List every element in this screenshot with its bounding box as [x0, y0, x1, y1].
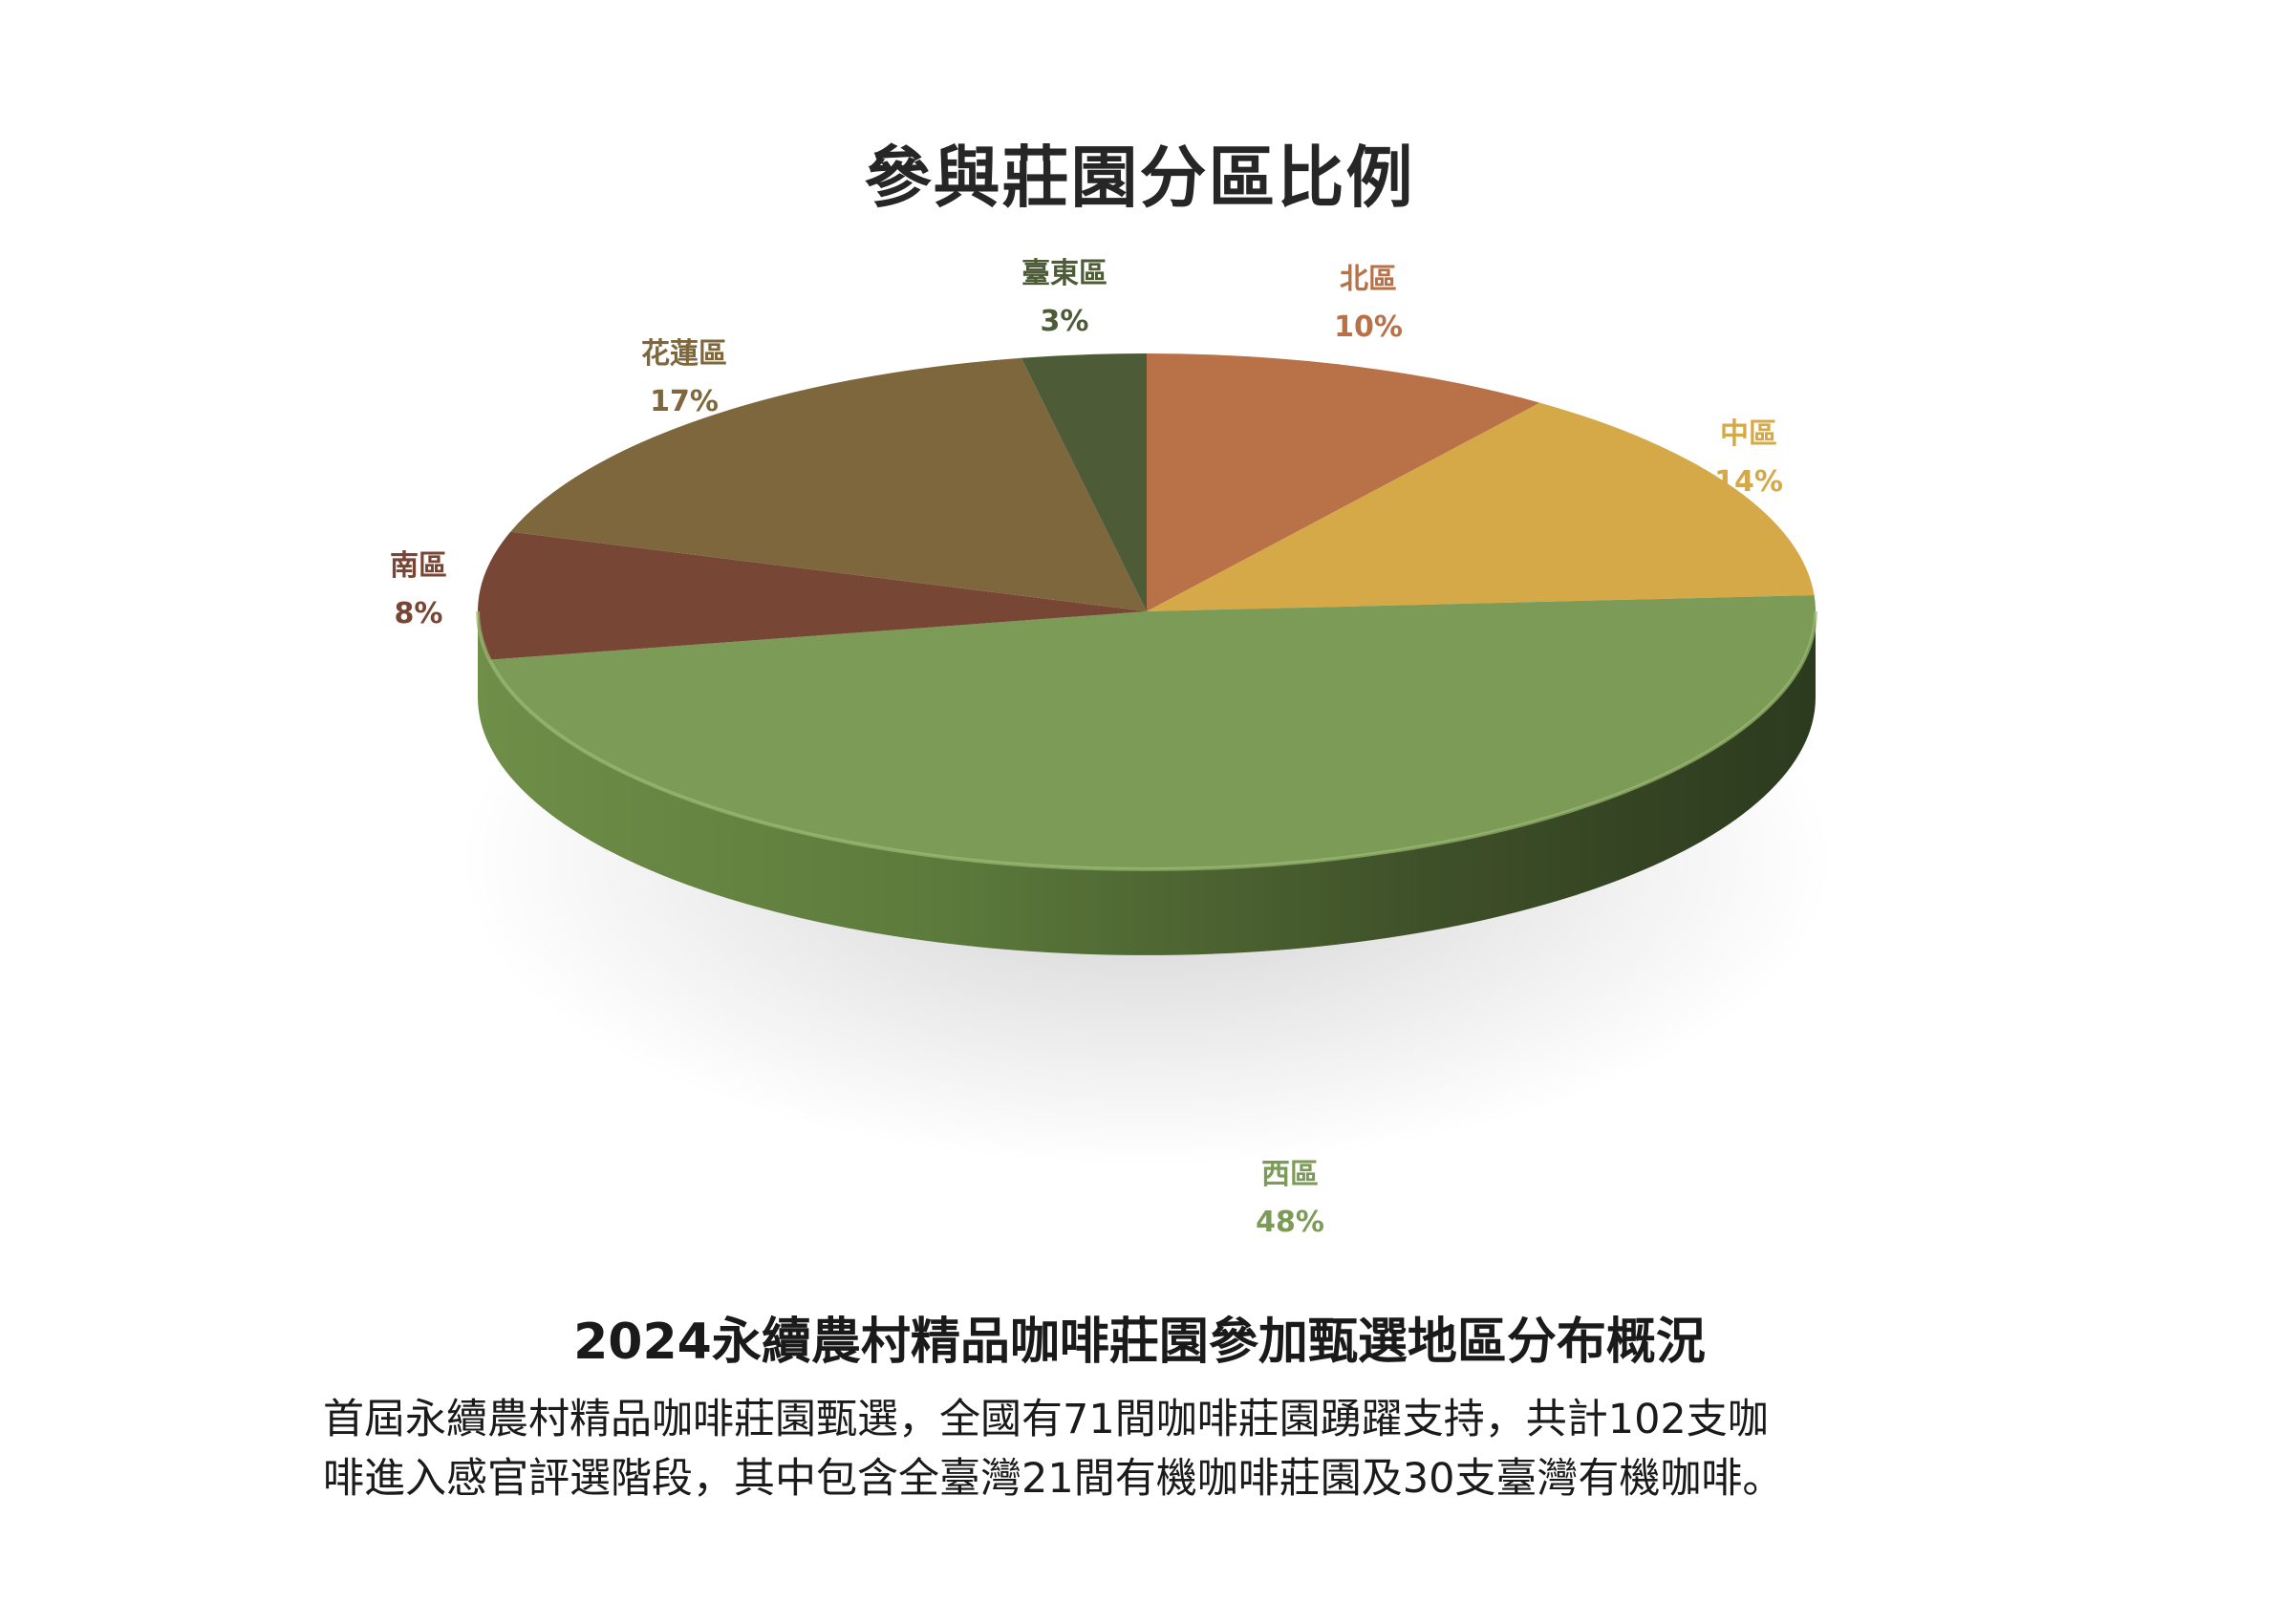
pie-slice-4	[477, 531, 1147, 660]
slice-label-percent: 14%	[1714, 465, 1783, 499]
slice-label-percent: 17%	[650, 385, 719, 418]
caption-line-1: 首屆永續農村精品咖啡莊園甄選，全國有71間咖啡莊園踴躍支持，共計102支咖	[323, 1396, 1769, 1443]
slice-label-percent: 48%	[1256, 1206, 1324, 1239]
slice-label-4: 南區 8%	[390, 543, 447, 638]
slice-label-name: 中區	[1720, 417, 1777, 451]
slice-label-name: 南區	[390, 549, 447, 583]
pie-rim-highlight	[476, 610, 1817, 871]
caption-body: 首屆永續農村精品咖啡莊園甄選，全國有71間咖啡莊園踴躍支持，共計102支咖 啡進…	[323, 1390, 1986, 1508]
slice-label-percent: 10%	[1334, 310, 1403, 344]
pie-top	[476, 353, 1817, 871]
pie-slice-5	[510, 357, 1147, 611]
pie-slice-1	[1147, 353, 1540, 611]
slice-label-percent: 8%	[394, 597, 443, 630]
slice-label-3: 西區 48%	[1256, 1151, 1324, 1247]
pie-slice-6	[1021, 353, 1147, 611]
slice-label-1: 北區 10%	[1334, 256, 1403, 352]
pie-side-face	[478, 611, 1816, 955]
pie-slice-3	[489, 595, 1816, 869]
pie-slice-2	[1147, 402, 1815, 611]
slice-label-name: 西區	[1261, 1158, 1319, 1191]
slice-label-name: 花蓮區	[641, 337, 727, 371]
caption-line-2: 啡進入感官評選階段，其中包含全臺灣21間有機咖啡莊園及30支臺灣有機咖啡。	[323, 1455, 1784, 1503]
slice-label-name: 北區	[1340, 263, 1397, 296]
slice-label-name: 臺東區	[1021, 257, 1107, 290]
slice-label-2: 中區 14%	[1714, 411, 1783, 506]
chart-title: 參與莊園分區比例	[864, 139, 1415, 217]
slice-label-5: 花蓮區 17%	[641, 331, 727, 426]
slice-label-6: 臺東區 3%	[1021, 250, 1107, 346]
pie-side-wall	[478, 611, 1816, 955]
caption-title: 2024永續農村精品咖啡莊園參加甄選地區分布概況	[573, 1314, 1706, 1371]
slice-label-percent: 3%	[1040, 305, 1089, 338]
